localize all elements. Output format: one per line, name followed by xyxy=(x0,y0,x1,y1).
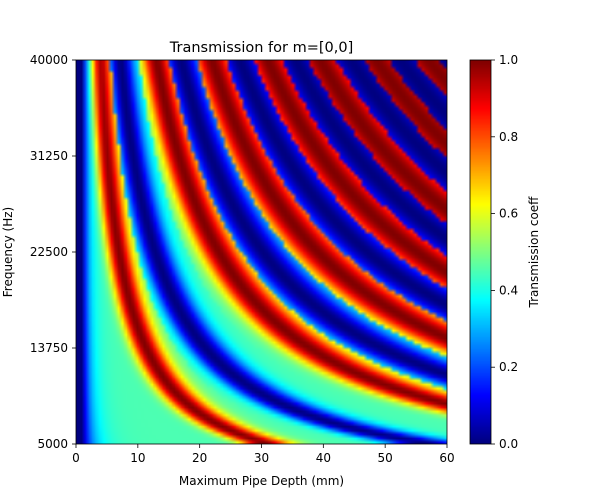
x-tick-label: 10 xyxy=(130,451,145,465)
x-tick-label: 50 xyxy=(378,451,393,465)
x-tick-label: 60 xyxy=(439,451,454,465)
chart-title: Transmission for m=[0,0] xyxy=(169,40,353,56)
colorbar-tick-label: 0.6 xyxy=(499,207,518,221)
x-tick-label: 20 xyxy=(192,451,207,465)
y-tick-label: 40000 xyxy=(30,53,68,67)
x-axis-label: Maximum Pipe Depth (mm) xyxy=(179,474,344,488)
colorbar-tick-label: 0.0 xyxy=(499,437,518,451)
y-axis: 5000 13750 22500 31250 40000 xyxy=(30,53,76,451)
colorbar-tick-label: 0.4 xyxy=(499,283,518,297)
x-tick-label: 0 xyxy=(72,451,80,465)
colorbar-label: Transmission coeff xyxy=(527,196,541,309)
y-tick-label: 5000 xyxy=(37,437,68,451)
colorbar-tick-label: 0.8 xyxy=(499,130,518,144)
colorbar-tick-label: 0.2 xyxy=(499,360,518,374)
colorbar-gradient xyxy=(470,60,491,444)
x-tick-label: 40 xyxy=(316,451,331,465)
colorbar-ticks: 0.0 0.2 0.4 0.6 0.8 1.0 xyxy=(491,53,518,451)
x-tick-label: 30 xyxy=(254,451,269,465)
y-tick-label: 22500 xyxy=(30,245,68,259)
colorbar-frame xyxy=(469,59,492,445)
y-tick-label: 31250 xyxy=(30,149,68,163)
y-tick-label: 13750 xyxy=(30,341,68,355)
heatmap-image xyxy=(76,60,447,444)
y-axis-label: Frequency (Hz) xyxy=(1,207,15,298)
colorbar-tick-label: 1.0 xyxy=(499,53,518,67)
colorbar: 0.0 0.2 0.4 0.6 0.8 1.0 Transmission coeff xyxy=(469,53,541,451)
heatmap-plot-area xyxy=(75,59,448,445)
x-axis: 0 10 20 30 40 50 60 xyxy=(72,444,455,465)
